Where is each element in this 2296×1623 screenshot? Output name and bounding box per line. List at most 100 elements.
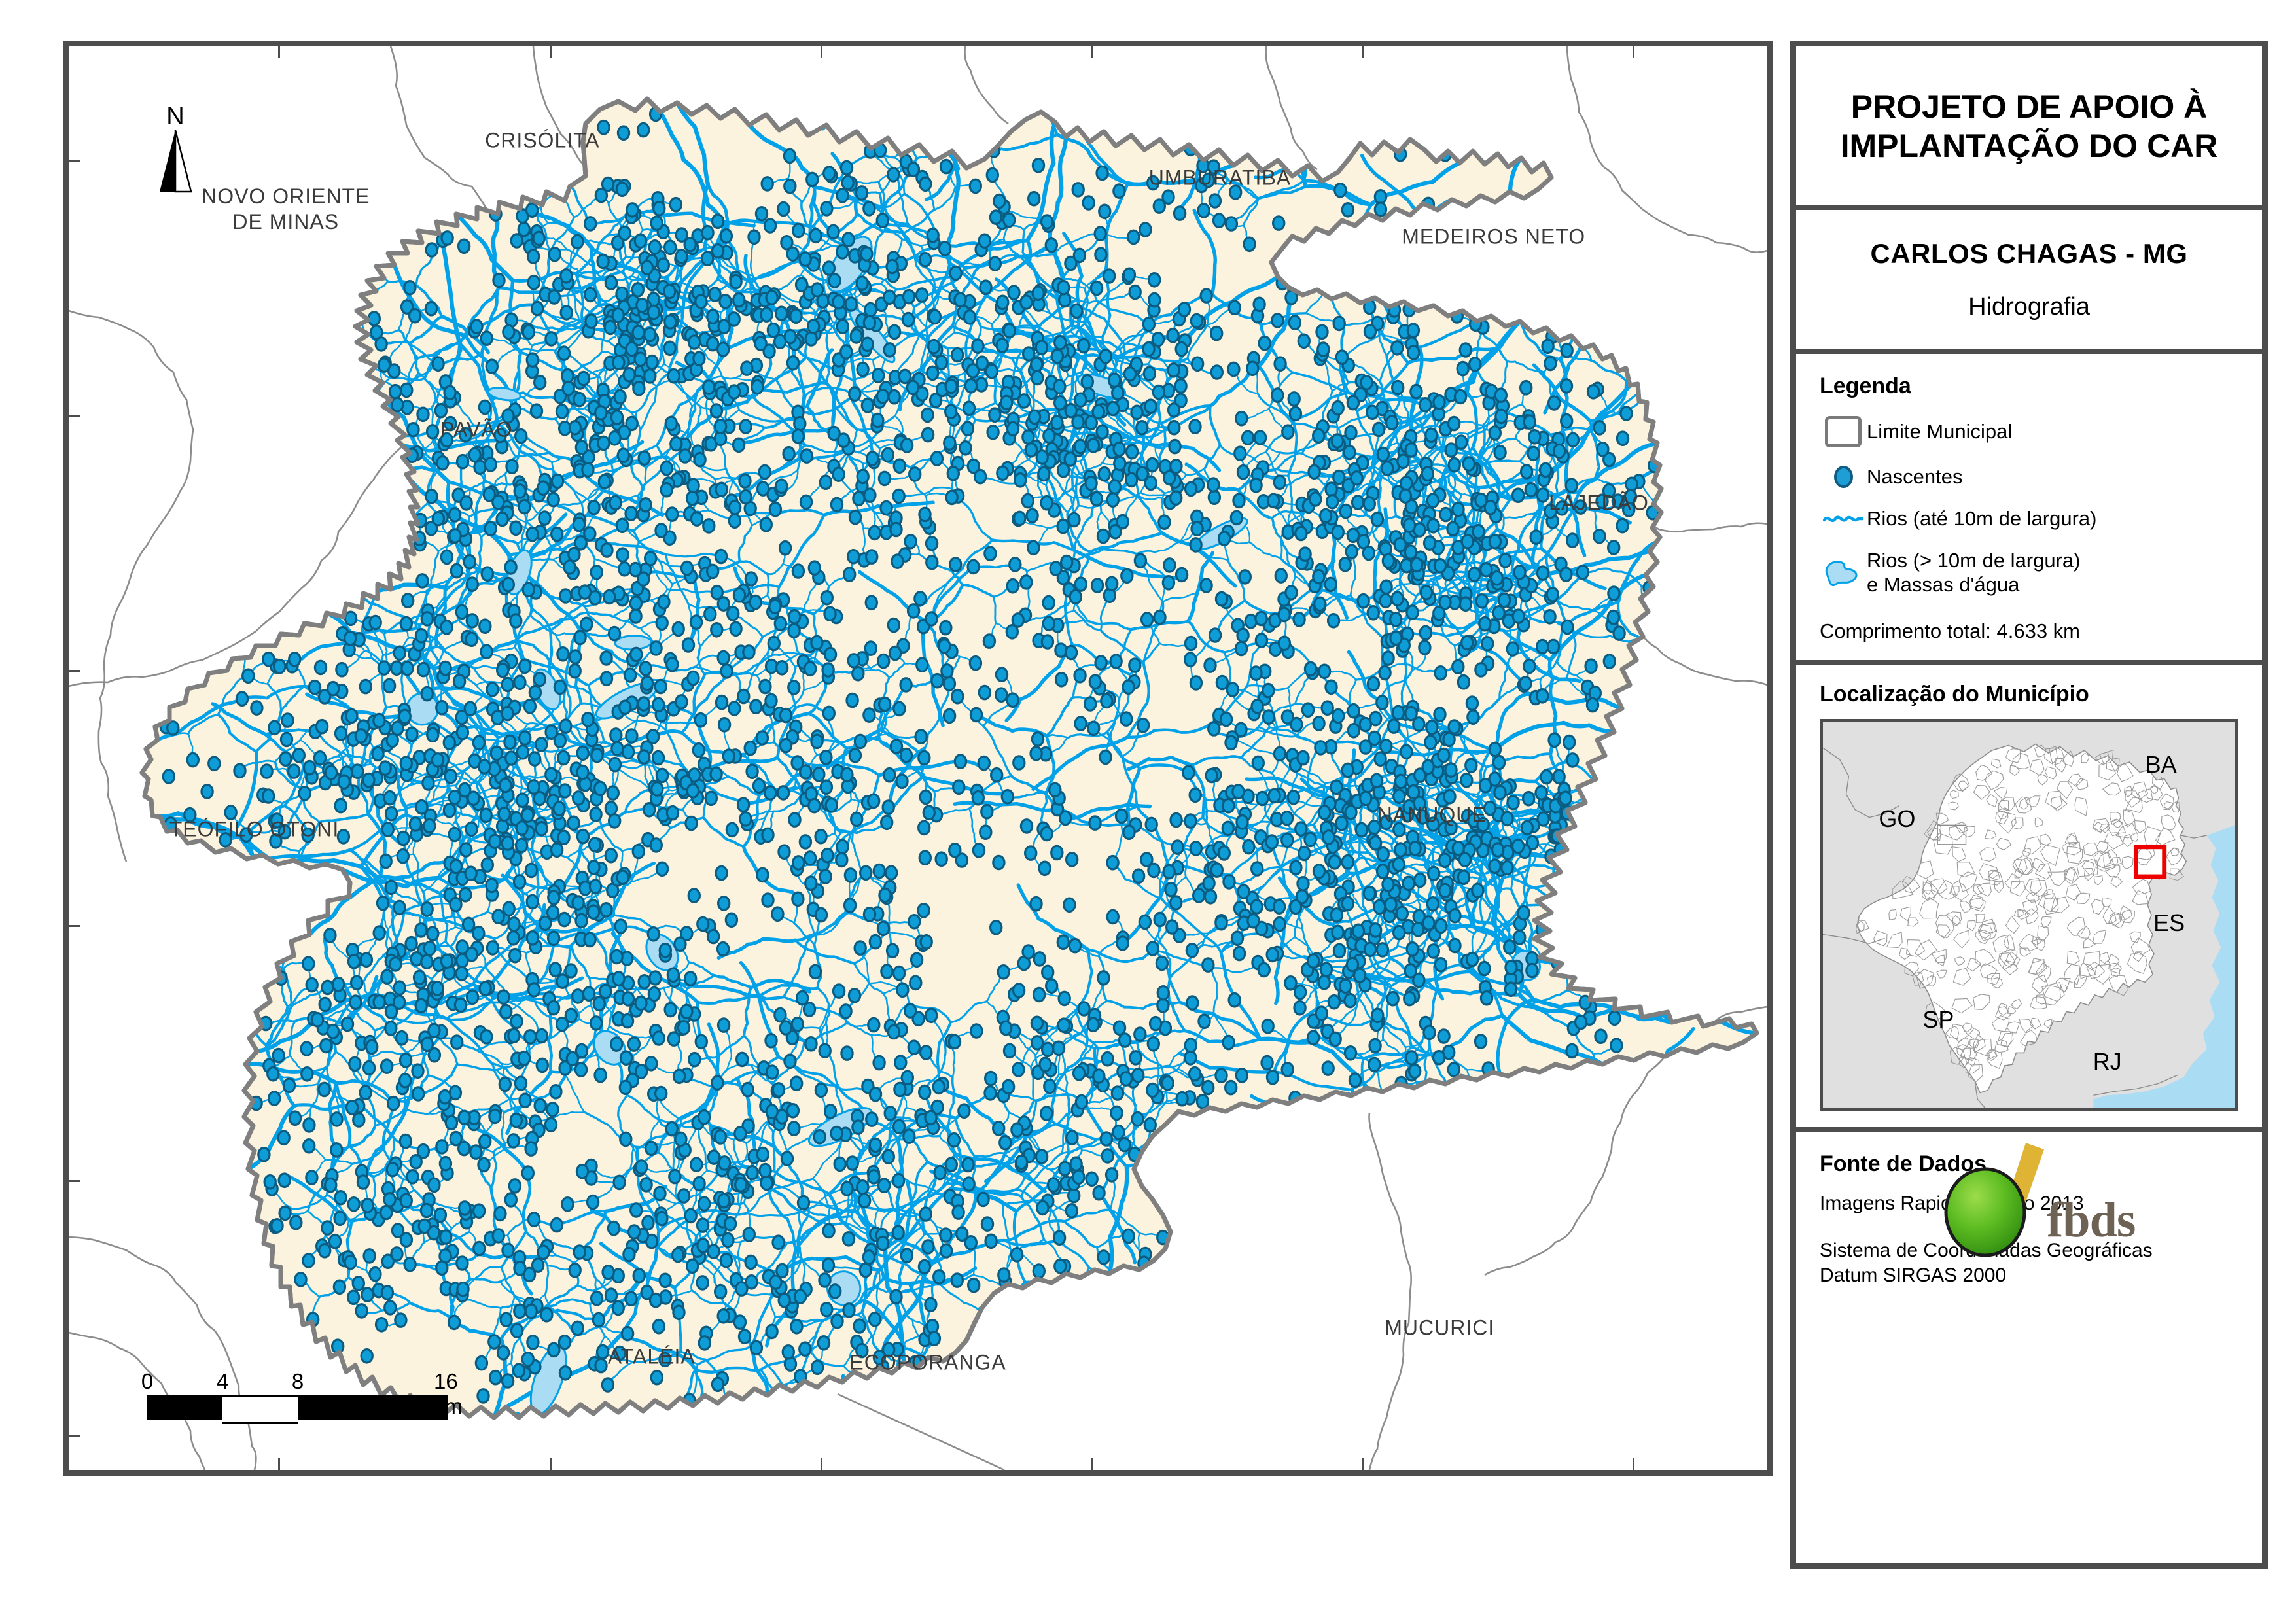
spring-point [1102,268,1116,284]
river-segment [1398,578,1417,597]
spring-point [857,1193,872,1208]
river-segment [716,277,739,296]
spring-point [629,646,643,663]
spring-point [1130,404,1144,421]
river-segment [574,270,625,280]
spring-point [371,746,385,762]
river-segment [515,617,574,642]
spring-point [1101,1148,1115,1164]
river-segment [432,667,486,734]
spring-point [1095,424,1109,440]
spring-point [1506,794,1520,811]
river-segment [565,682,603,710]
spring-point [939,1227,953,1243]
spring-point [1007,285,1021,300]
river-segment [1257,179,1305,200]
spring-point [643,368,657,384]
spring-point [425,424,440,440]
neighbor-boundary [69,1331,206,1470]
spring-point [1434,957,1448,973]
spring-point [388,383,402,400]
river-segment [1292,421,1340,429]
river-segment [1440,802,1466,832]
river-segment [910,1161,929,1204]
spring-point [893,1081,907,1098]
river-segment [910,1201,925,1236]
river-segment [1530,470,1554,568]
spring-point [1207,477,1220,493]
spring-point [1051,1040,1066,1056]
river-segment [549,216,576,254]
river-segment [883,1187,953,1251]
spring-point [1197,203,1210,218]
spring-point [887,167,900,183]
river-segment [1230,181,1260,200]
spring-point [1319,962,1333,978]
spring-point [406,421,420,438]
river-segment [1500,1013,1605,1067]
river-segment [1440,449,1481,489]
spring-point [1457,674,1471,690]
spring-point [656,257,671,273]
river-segment [1063,1220,1099,1249]
river-segment [974,1141,1015,1196]
map-canvas[interactable] [69,46,1767,1470]
river-segment [1494,692,1530,747]
river-segment [1496,998,1536,1075]
river-segment [571,611,614,620]
river-segment [515,638,568,686]
river-segment [1337,414,1369,429]
spring-point [1390,591,1404,606]
spring-point [1527,445,1540,462]
spring-point [1390,379,1405,396]
spring-point [533,374,547,391]
spring-point [787,1121,801,1136]
spring-point [655,615,669,631]
spring-point [1419,584,1434,601]
river-segment [1160,404,1212,425]
spring-point [396,848,410,864]
river-segment [1503,864,1560,873]
river-segment [1477,459,1512,501]
spring-point [1444,442,1458,458]
river-segment [1258,1036,1369,1091]
spring-point [416,406,430,423]
river-segment [574,272,584,326]
spring-point [624,506,638,521]
spring-point [1339,503,1353,519]
spring-point [463,553,476,570]
neighbor-boundary [69,309,194,862]
spring-point [1405,1050,1419,1066]
spring-point [1540,769,1553,785]
spring-point [836,319,850,334]
river-segment [335,1124,377,1151]
spring-point [1493,444,1507,461]
spring-point [1138,914,1152,930]
spring-point [1002,1043,1017,1059]
spring-point [716,1017,731,1033]
river-segment [1555,599,1593,612]
spring-point [856,1179,870,1195]
river-segment [1287,474,1293,511]
river-segment [1160,897,1223,954]
spring-point [1366,604,1381,621]
spring-point [524,862,539,879]
river-segment [334,1081,352,1147]
river-segment [1209,404,1222,447]
spring-point [1072,1065,1086,1081]
river-segment [457,341,499,425]
river-segment [949,402,997,447]
spring-point [1040,1041,1055,1058]
spring-point [395,1030,409,1046]
spring-point [607,625,622,642]
spring-point [1379,593,1392,609]
river-segment [446,760,480,784]
spring-point [1106,909,1120,925]
river-segment [1486,437,1517,449]
river-segment [351,1147,385,1165]
river-segment [749,260,801,285]
spring-point [718,293,732,309]
spring-point [383,790,397,806]
river-segment [913,256,935,288]
spring-point [1125,444,1139,460]
